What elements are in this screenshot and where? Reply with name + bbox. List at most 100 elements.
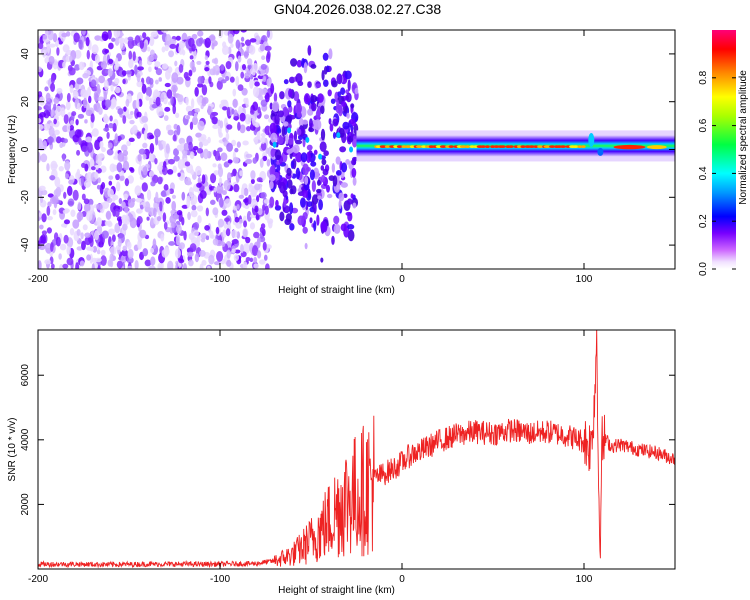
spectrogram-transition-blob [303, 93, 311, 105]
spectrogram-noise-blob [225, 132, 230, 141]
spectrogram-transition-blob [347, 212, 353, 222]
spectrogram-noise-blob [221, 45, 229, 56]
spectrogram-transition-blob [295, 167, 301, 180]
spectrogram-noise-blob [231, 229, 238, 238]
spectrogram-noise-blob [218, 131, 223, 138]
spectrogram-transition-blob [311, 180, 316, 192]
spectrogram-noise-blob [192, 145, 199, 151]
spectrogram-noise-blob [40, 46, 48, 56]
spectrogram-transition-peak [349, 146, 354, 153]
spectrogram-noise-blob [249, 222, 256, 230]
spectrogram-noise-blob [244, 39, 252, 46]
spectrogram-noise-blob [45, 101, 52, 110]
spectrogram-noise-blob [250, 73, 254, 80]
spectrogram-noise-blob [38, 66, 42, 73]
colorbar-label: Normalized spectral amplitude [738, 70, 749, 205]
spectrogram-noise-blob [76, 246, 83, 251]
spectrogram-noise-blob [161, 46, 166, 53]
spectrogram-disturbance [588, 132, 595, 147]
spectrogram-transition-blob [337, 91, 342, 98]
spectrogram-noise-blob [38, 42, 44, 50]
spectrogram-noise-blob [108, 122, 114, 129]
spectrogram-noise-blob [242, 228, 248, 238]
spectrogram-noise-blob [155, 68, 163, 76]
spectrogram-noise-blob [262, 204, 266, 211]
spectrogram-noise-blob [239, 124, 246, 134]
spectrogram-noise-blob [141, 83, 147, 94]
spectrogram-noise-blob [198, 141, 204, 149]
spectrogram-transition-blob [326, 184, 330, 193]
spectrogram-transition-blob [320, 105, 325, 115]
spectrogram-noise-blob [118, 218, 123, 227]
spectrogram-noise-blob [101, 181, 106, 190]
colorbar-gradient [712, 30, 736, 269]
spectrogram-noise-blob [82, 73, 89, 79]
spectrogram-noise-blob [50, 241, 54, 253]
spectrogram-noise-blob [66, 246, 71, 255]
spectrogram-noise-blob [50, 263, 55, 269]
spectrogram-noise-blob [47, 215, 53, 221]
spectrogram-noise-blob [199, 263, 204, 269]
spectrogram-noise-blob [107, 30, 112, 40]
spectrogram-noise-blob [147, 46, 151, 52]
spectrogram-noise-blob [257, 207, 263, 216]
spectrogram-transition-blob [341, 100, 347, 108]
spectrogram-noise-blob [86, 210, 93, 222]
spectrogram-transition-blob [327, 89, 332, 97]
spectrogram-noise-blob [152, 54, 158, 60]
spectrogram-noise-blob [191, 66, 197, 73]
spectrogram-band-peak [499, 145, 506, 149]
spectrogram-noise-blob [114, 222, 121, 234]
spectrogram-noise-blob [227, 33, 234, 44]
spectrogram-noise-blob [149, 247, 155, 254]
spectrogram-transition-blob [290, 185, 297, 195]
spectrogram-noise-blob [233, 115, 240, 121]
spectrogram-noise-blob [254, 81, 260, 87]
spectrogram-noise-blob [78, 137, 82, 146]
spectrogram-noise-blob [121, 51, 126, 56]
spectrogram-noise-blob [231, 239, 239, 245]
spectrogram-noise-blob [222, 229, 227, 238]
spectrogram-noise-blob [72, 90, 79, 99]
spectrogram-noise-blob [197, 176, 201, 185]
spectrogram-noise-blob [255, 195, 260, 203]
spectrogram-band-peak [528, 145, 535, 149]
spectrogram-noise-blob [196, 38, 203, 47]
spectrogram-noise-blob [104, 220, 109, 226]
spectrogram-noise-blob [256, 238, 261, 249]
spectrogram-transition-blob [275, 199, 279, 208]
spectrogram-noise-blob [266, 78, 272, 86]
spectrogram-noise-blob [165, 197, 171, 204]
spectrogram-transition-blob [296, 59, 302, 68]
spectrogram-transition-blob [307, 45, 312, 56]
spectrogram-noise-blob [77, 201, 82, 211]
spectrogram-noise-blob [169, 215, 177, 224]
snr-y-tick-label: 4000 [20, 428, 31, 451]
spectrogram-transition-blob [331, 80, 338, 88]
spectrogram-noise-blob [222, 106, 228, 111]
spectrogram-noise-blob [99, 140, 104, 149]
spectrogram-noise-blob [258, 259, 266, 265]
spectrogram-noise-blob [167, 129, 174, 136]
spectrogram-noise-blob [136, 80, 143, 88]
spectrogram-noise-blob [103, 115, 110, 124]
spectrogram-transition-blob [309, 217, 313, 224]
spectrogram-transition-blob [336, 73, 343, 85]
spectrogram-noise-blob [181, 191, 186, 201]
spectrogram-band-peak [572, 145, 579, 149]
spectrogram-transition-blob [354, 87, 359, 95]
spectrogram-noise-blob [223, 179, 231, 191]
spectrogram-noise-blob [102, 200, 110, 209]
spectrogram-noise-blob [234, 147, 239, 153]
spectrogram-transition-blob [326, 193, 333, 199]
spectrogram-transition-blob [274, 149, 282, 161]
spectrogram-transition-blob [352, 202, 357, 209]
spectrogram-noise-blob [178, 242, 185, 250]
spectrogram-noise-blob [88, 95, 92, 104]
spectrogram-transition-blob [299, 197, 306, 208]
spectrogram-noise-blob [215, 226, 220, 235]
spectrogram-noise-blob [246, 126, 251, 132]
spectrogram-noise-blob [258, 95, 264, 101]
spectrogram-noise-blob [125, 70, 133, 75]
